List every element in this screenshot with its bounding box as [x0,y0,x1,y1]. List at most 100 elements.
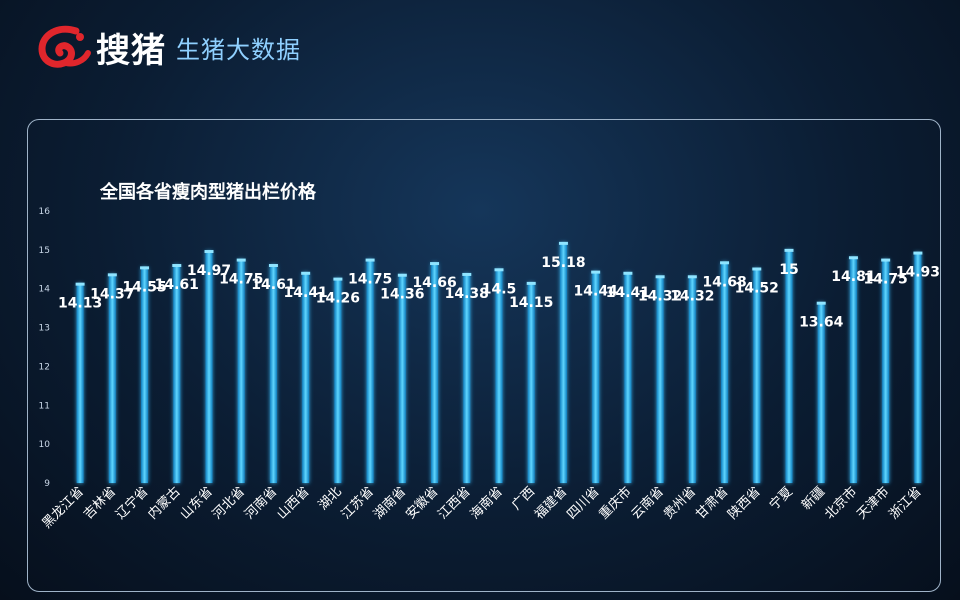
x-tick-label: 福建省 [532,484,570,522]
data-label: 14.75 [219,272,263,288]
x-tick-label: 宁夏 [766,484,796,514]
bar [431,263,439,483]
x-tick-label: 江西省 [435,484,473,522]
bar-cap [881,258,891,262]
bar-cap [784,248,794,252]
x-tick-label: 河南省 [241,484,280,523]
bar [817,302,825,483]
data-label: 14.75 [864,272,908,288]
bar [463,273,471,483]
bar-cap [172,264,182,268]
bar [592,271,600,483]
x-tick-label: 贵州省 [661,484,699,522]
y-tick-label: 9 [44,479,50,489]
data-label: 14.52 [735,281,779,297]
chart-panel [27,119,941,592]
bar [785,249,793,483]
y-tick-label: 10 [39,440,51,450]
x-tick-label: 甘肃省 [693,484,731,522]
y-tick-label: 11 [39,401,50,411]
data-label: 14.5 [482,281,517,297]
x-tick-label: 辽宁省 [112,484,151,523]
x-tick-label: 湖南省 [370,484,409,523]
bar-cap [913,251,923,255]
brand-name: 搜猪 [96,30,166,71]
data-label: 14.32 [638,288,682,304]
bar-cap [816,301,826,305]
x-tick-label: 黑龙江省 [40,484,87,531]
bar [398,274,406,483]
bar-cap [720,261,730,265]
bar-cap [204,250,214,254]
y-tick-label: 14 [39,285,51,295]
data-label: 14.55 [122,279,166,295]
data-label: 14.41 [284,285,328,301]
bar-cap [558,241,568,245]
data-label: 14.26 [316,291,360,307]
bar-cap [655,275,665,279]
data-label: 14.61 [251,277,295,293]
data-label: 14.44 [574,284,619,300]
chart-title: 全国各省瘦肉型猪出栏价格 [100,182,316,203]
data-label: 15.18 [541,255,585,271]
bar-cap [848,256,858,260]
x-tick-label: 浙江省 [887,484,925,522]
data-label: 14.97 [187,263,231,279]
x-tick-label: 四川省 [564,484,602,522]
x-tick-label: 安徽省 [403,484,441,522]
brand-logo: 搜猪 生猪大数据 [36,22,301,72]
bar [914,252,922,483]
y-axis: 9 10 11 12 13 14 15 16 [39,207,51,489]
bar [753,268,761,483]
data-label: 14.37 [90,286,134,302]
bar-cap [236,258,246,262]
bar-cap [752,267,762,271]
data-label: 14.61 [155,277,199,293]
bar [302,272,310,483]
bar-cap [301,271,311,275]
data-label: 15 [779,262,798,278]
bar-cap [75,282,85,286]
x-tick-label: 河北省 [210,484,248,522]
bar-cap [494,268,504,272]
data-label: 14.93 [896,265,940,281]
y-tick-label: 13 [39,324,50,334]
x-tick-label: 山东省 [178,484,216,522]
x-tick-label: 云南省 [628,484,667,523]
y-tick-label: 15 [39,246,50,256]
data-label: 14.32 [670,288,714,304]
x-tick-label: 北京市 [821,484,860,523]
data-label: 14.66 [412,275,456,291]
bar-cap [107,273,117,277]
bar-cap [591,270,601,274]
bar [237,259,245,483]
bar-cap [397,273,407,277]
bar [334,278,342,483]
bar-cap [333,277,343,281]
x-tick-label: 天津市 [854,484,893,523]
bar [76,283,84,483]
x-tick-label: 海南省 [467,484,506,523]
bar-series [75,241,923,483]
data-label: 14.38 [445,286,489,302]
x-tick-label: 重庆市 [596,484,635,523]
data-label: 14.41 [606,285,650,301]
x-tick-label: 江苏省 [338,484,377,523]
x-tick-label: 内蒙古 [145,484,184,523]
bar [108,274,116,483]
data-label: 14.75 [348,272,392,288]
bar [721,262,729,483]
bar [624,272,632,483]
bar-cap [526,281,536,285]
data-label: 14.81 [831,269,875,285]
x-tick-label: 新疆 [798,484,828,514]
bar [656,276,664,483]
bar [495,269,503,483]
x-tick-label: 吉林省 [81,484,119,522]
bar [849,257,857,483]
bar-cap [140,266,150,270]
y-tick-label: 12 [39,362,50,372]
bar [882,259,890,483]
y-tick-label: 16 [39,207,51,217]
